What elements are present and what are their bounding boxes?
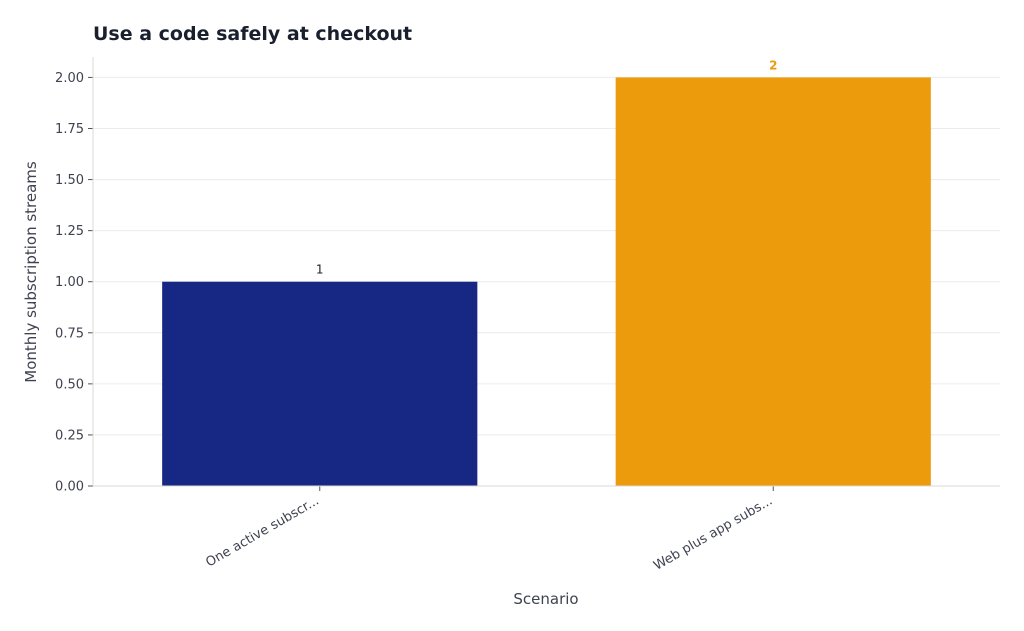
y-tick-label: 0.50 <box>55 377 84 392</box>
y-axis-ticks: 0.00 0.25 0.50 0.75 1.00 1.25 1.50 1.75 2.00 <box>55 71 93 495</box>
y-tick-label: 1.00 <box>55 275 84 290</box>
x-tick-label: One active subscr... <box>203 493 321 570</box>
y-tick-label: 2.00 <box>55 71 84 86</box>
y-axis-label: Monthly subscription streams <box>22 161 40 383</box>
bar <box>615 77 931 486</box>
y-tick-label: 0.00 <box>55 480 84 495</box>
data-label: 1 <box>316 263 324 277</box>
y-tick-label: 1.25 <box>55 224 84 239</box>
bar <box>162 281 478 486</box>
chart-title: Use a code safely at checkout <box>93 23 412 45</box>
data-labels: 12 <box>316 58 778 276</box>
y-tick-label: 0.25 <box>55 428 84 443</box>
x-axis-ticks: One active subscr... Web plus app subs... <box>203 486 775 574</box>
data-label: 2 <box>769 58 777 72</box>
x-axis-label: Scenario <box>513 590 578 608</box>
y-tick-label: 1.75 <box>55 122 84 137</box>
x-tick-label: Web plus app subs... <box>651 493 775 573</box>
y-tick-label: 0.75 <box>55 326 84 341</box>
y-tick-label: 1.50 <box>55 173 84 188</box>
bars-group <box>162 77 931 486</box>
